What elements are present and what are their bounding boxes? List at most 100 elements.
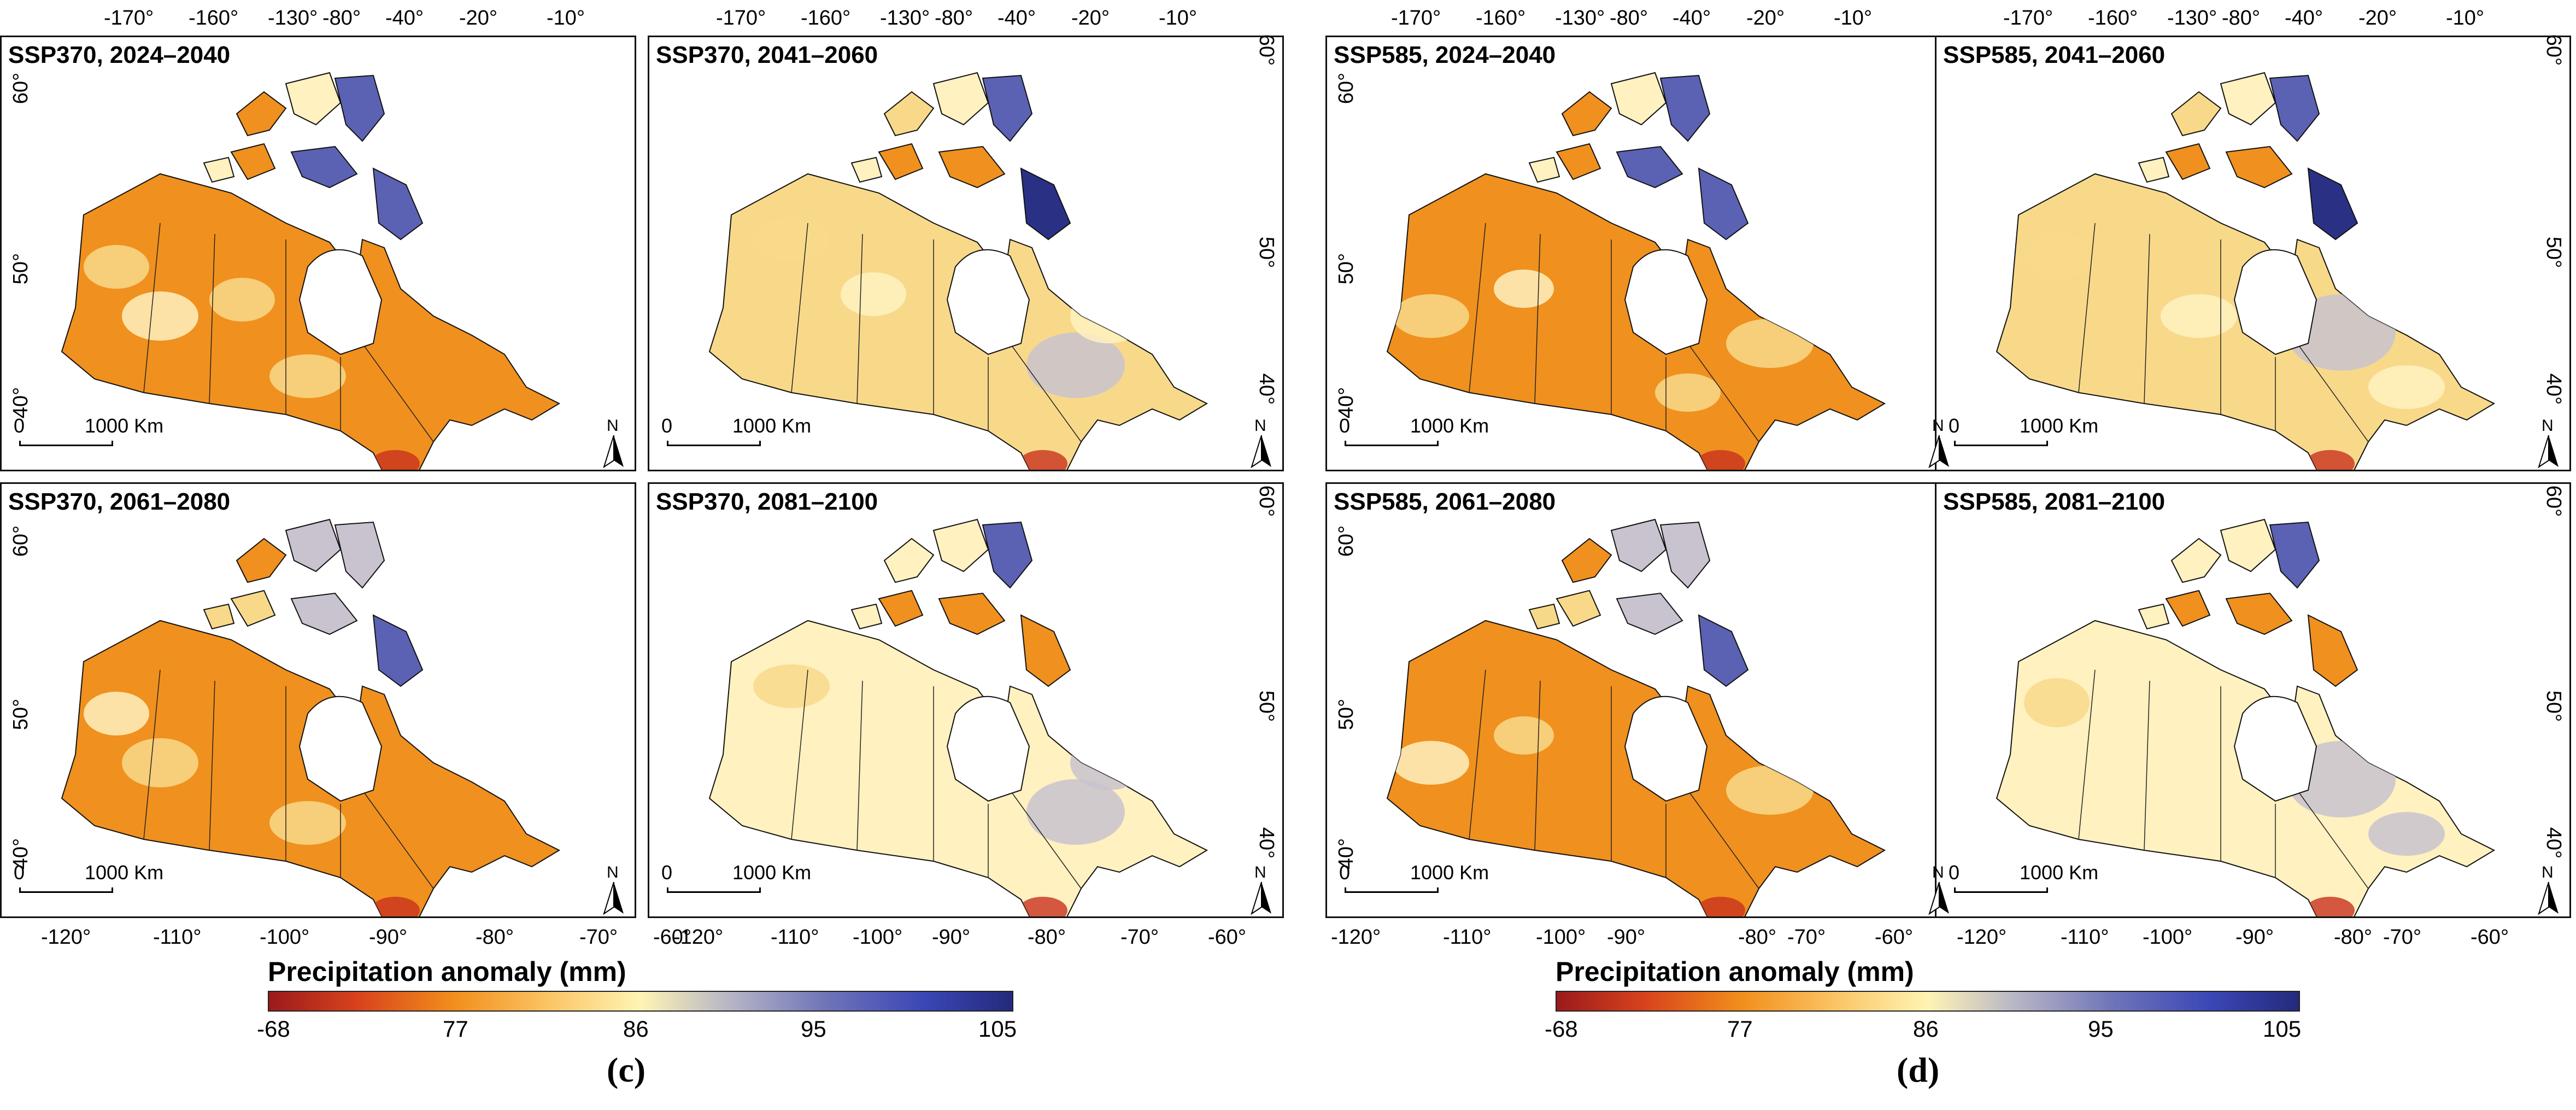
arctic-island xyxy=(1659,74,1711,142)
arctic-island xyxy=(2269,521,2320,589)
hudson-bay xyxy=(1624,249,1708,355)
panel-title: SSP370, 2081–2100 xyxy=(656,488,878,515)
colorbar-label: 95 xyxy=(2088,1016,2114,1042)
panel-title: SSP370, 2024–2040 xyxy=(8,42,231,68)
left-lat-tick: 60° xyxy=(1335,72,1358,104)
right-lat-tick: 40° xyxy=(1255,373,1278,405)
bottom-lon-tick: -100° xyxy=(2143,926,2193,949)
arctic-island xyxy=(203,156,235,183)
province-border xyxy=(1010,790,1082,889)
anomaly-zone xyxy=(1026,332,1125,398)
bottom-lon-tick: -90° xyxy=(1607,926,1646,949)
left-lat-tick: 50° xyxy=(9,698,33,731)
bottom-lon-tick: -120° xyxy=(1957,926,2007,949)
anomaly-zone xyxy=(753,218,830,261)
scale-bar-line xyxy=(19,887,113,893)
scale-zero: 0 xyxy=(1949,861,1960,884)
panel-title: SSP370, 2061–2080 xyxy=(8,488,231,515)
right-lat-tick: 50° xyxy=(1255,236,1278,268)
scale-bar: 0 1000 Km xyxy=(661,861,811,895)
anomaly-zone xyxy=(1393,741,1469,785)
top-lon-tick: -160° xyxy=(189,7,239,30)
map-panel: SSP585, 2081–2100 0 1000 Km N xyxy=(1935,482,2571,918)
top-lon-tick: -80° xyxy=(2222,7,2261,30)
arctic-island xyxy=(230,143,276,180)
hudson-bay xyxy=(1624,696,1708,802)
colorbar-label: -68 xyxy=(257,1016,290,1042)
top-lon-tick: -130° xyxy=(2167,7,2217,30)
canada-map xyxy=(1386,72,1886,470)
hudson-bay xyxy=(298,249,383,355)
arctic-island xyxy=(334,521,385,589)
top-lon-tick: -170° xyxy=(716,7,766,30)
top-lon-tick: -160° xyxy=(801,7,851,30)
anomaly-zone xyxy=(371,450,420,470)
scale-bar: 0 1000 Km xyxy=(1339,414,1489,448)
colorbar xyxy=(268,991,1013,1012)
bottom-lon-tick: -120° xyxy=(1331,926,1381,949)
province-border xyxy=(1469,223,1486,393)
anomaly-zone xyxy=(841,719,906,763)
arctic-island xyxy=(236,538,287,583)
bottom-lon-tick: -90° xyxy=(2235,926,2274,949)
arctic-island xyxy=(285,72,342,126)
province-border xyxy=(791,669,808,840)
top-lon-tick: -170° xyxy=(2003,7,2053,30)
north-arrow-icon xyxy=(2538,435,2559,468)
right-lat-tick: 40° xyxy=(2542,373,2566,405)
bottom-lon-tick: -110° xyxy=(153,926,202,949)
top-lon-tick: -160° xyxy=(2088,7,2138,30)
canada-map xyxy=(61,518,561,916)
province-border xyxy=(209,680,215,851)
province-border xyxy=(1010,343,1082,442)
right-lat-tick: 50° xyxy=(2542,690,2566,722)
arctic-island xyxy=(2170,91,2222,137)
top-lon-tick: -130° xyxy=(268,7,318,30)
panel-label: (c) xyxy=(607,1050,646,1089)
north-label: N xyxy=(1932,417,1944,435)
north-arrow-icon xyxy=(1928,882,1949,915)
north-label: N xyxy=(1254,863,1266,881)
anomaly-zone xyxy=(2161,741,2237,785)
canada-map xyxy=(708,72,1208,470)
north-arrow-icon xyxy=(1251,435,1271,468)
arctic-island xyxy=(878,143,924,180)
arctic-island xyxy=(1528,156,1560,183)
scale-label: 1000 Km xyxy=(85,414,164,437)
anomaly-zone xyxy=(1494,270,1554,308)
arctic-island xyxy=(1556,589,1601,627)
scale-bar: 0 1000 Km xyxy=(1949,414,2098,448)
colorbar-label: 77 xyxy=(443,1016,468,1042)
colorbar-title: Precipitation anomaly (mm) xyxy=(268,956,626,987)
top-lon-tick: -10° xyxy=(1159,7,1198,30)
province-border xyxy=(209,233,215,404)
arctic-island xyxy=(1616,592,1683,635)
arctic-island xyxy=(2170,538,2222,583)
province-border xyxy=(1469,669,1486,840)
anomaly-zone xyxy=(269,801,346,845)
top-lon-tick: -80° xyxy=(1610,7,1648,30)
province-border xyxy=(2078,669,2096,840)
north-arrow: N xyxy=(1926,863,1952,916)
anomaly-zone xyxy=(209,278,275,322)
anomaly-zone xyxy=(1655,820,1721,858)
arctic-island xyxy=(2138,156,2170,183)
scale-zero: 0 xyxy=(1339,861,1351,884)
canada-map xyxy=(61,72,561,470)
top-lon-tick: -20° xyxy=(459,7,498,30)
north-arrow-icon xyxy=(2538,882,2559,915)
anomaly-zone xyxy=(2368,365,2445,409)
arctic-island xyxy=(1616,145,1683,189)
arctic-island xyxy=(850,156,883,183)
bottom-lon-tick: -70° xyxy=(579,926,618,949)
arctic-island xyxy=(932,518,989,572)
arctic-island xyxy=(372,614,424,687)
canada-map xyxy=(1996,72,2496,470)
left-lat-tick: 60° xyxy=(9,72,33,104)
province-border xyxy=(1687,343,1759,442)
panel-title: SSP585, 2041–2060 xyxy=(1943,42,2166,68)
top-lon-tick: -20° xyxy=(2358,7,2397,30)
province-border xyxy=(1687,790,1759,889)
arctic-island xyxy=(285,518,342,572)
bottom-lon-tick: -80° xyxy=(1738,926,1777,949)
